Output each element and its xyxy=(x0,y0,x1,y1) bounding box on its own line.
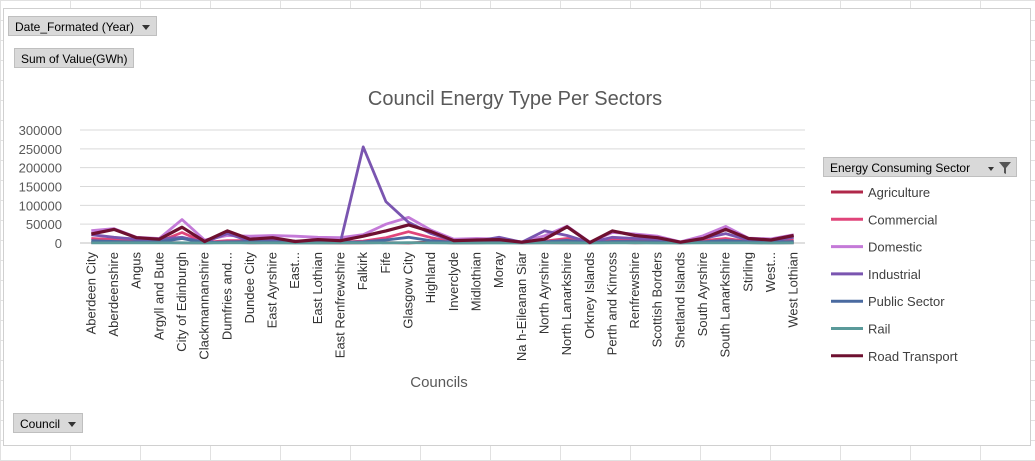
value-field-button[interactable]: Sum of Value(GWh) xyxy=(14,48,135,68)
x-tick-label: North Ayrshire xyxy=(536,252,551,334)
legend-field-label: Energy Consuming Sector xyxy=(830,161,971,175)
x-tick-label: Argyll and Bute xyxy=(151,252,166,340)
x-tick-label: Scottish Borders xyxy=(650,252,665,348)
x-tick-label: Shetland Islands xyxy=(672,252,687,349)
x-tick-label: East Lothian xyxy=(310,252,325,324)
x-tick-label: Na h-Eileanan Siar xyxy=(514,251,529,361)
y-tick-label: 200000 xyxy=(19,161,62,176)
x-tick-label: West... xyxy=(763,252,778,292)
x-tick-label: Fife xyxy=(378,252,393,274)
legend-label: Public Sector xyxy=(868,294,945,309)
dropdown-arrow-icon xyxy=(988,167,994,171)
x-tick-label: Aberdeenshire xyxy=(106,252,121,337)
y-tick-label: 0 xyxy=(55,236,62,251)
y-tick-label: 100000 xyxy=(19,198,62,213)
x-tick-label: East... xyxy=(287,252,302,289)
year-filter-label: Date_Formated (Year) xyxy=(15,20,134,34)
legend-label: Domestic xyxy=(868,240,923,255)
x-tick-label: East Ayrshire xyxy=(265,252,280,328)
x-tick-label: North Lanarkshire xyxy=(559,252,574,355)
x-tick-label: Dumfries and... xyxy=(219,252,234,340)
x-tick-label: Perth and Kinross xyxy=(604,252,619,356)
x-axis-title: Councils xyxy=(410,374,468,391)
legend-label: Road Transport xyxy=(868,349,958,364)
year-filter-button[interactable]: Date_Formated (Year) xyxy=(8,16,157,36)
series-line-industrial xyxy=(91,145,794,245)
dropdown-arrow-icon xyxy=(68,422,77,428)
council-filter-button[interactable]: Council xyxy=(13,413,84,433)
filter-funnel-icon xyxy=(999,162,1011,174)
legend-label: Commercial xyxy=(868,212,937,227)
x-tick-label: Inverclyde xyxy=(446,252,461,311)
y-tick-label: 50000 xyxy=(26,217,62,232)
x-tick-label: South Ayrshire xyxy=(695,252,710,336)
x-tick-label: South Lanarkshire xyxy=(718,252,733,358)
x-tick-label: Clackmannanshire xyxy=(197,252,212,360)
legend-label: Industrial xyxy=(868,267,921,282)
legend-label: Agriculture xyxy=(868,185,930,200)
x-tick-label: Glasgow City xyxy=(401,252,416,329)
x-tick-label: Highland xyxy=(423,252,438,303)
y-tick-label: 300000 xyxy=(19,123,62,138)
x-tick-label: East Renfrewshire xyxy=(333,252,348,358)
x-tick-label: Dundee City xyxy=(242,252,257,324)
council-filter-label: Council xyxy=(20,417,61,431)
legend-label: Rail xyxy=(868,322,891,337)
dropdown-arrow-icon xyxy=(141,25,150,31)
x-tick-label: City of Edinburgh xyxy=(174,252,189,352)
x-tick-label: Midlothian xyxy=(468,252,483,311)
x-tick-label: Renfrewshire xyxy=(627,252,642,329)
x-tick-label: Stirling xyxy=(740,252,755,292)
y-tick-label: 150000 xyxy=(19,180,62,195)
series-line-road-transport xyxy=(90,223,795,245)
x-tick-label: West Lothian xyxy=(786,252,801,328)
x-tick-label: Moray xyxy=(491,252,506,289)
value-field-label: Sum of Value(GWh) xyxy=(21,52,128,66)
chart-title: Council Energy Type Per Sectors xyxy=(368,88,662,110)
x-tick-label: Angus xyxy=(129,252,144,289)
x-tick-label: Orkney Islands xyxy=(582,252,597,339)
x-tick-label: Falkirk xyxy=(355,252,370,291)
legend-field-button[interactable]: Energy Consuming Sector xyxy=(823,157,1017,177)
y-tick-label: 250000 xyxy=(19,142,62,157)
x-tick-label: Aberdeen City xyxy=(83,252,98,335)
